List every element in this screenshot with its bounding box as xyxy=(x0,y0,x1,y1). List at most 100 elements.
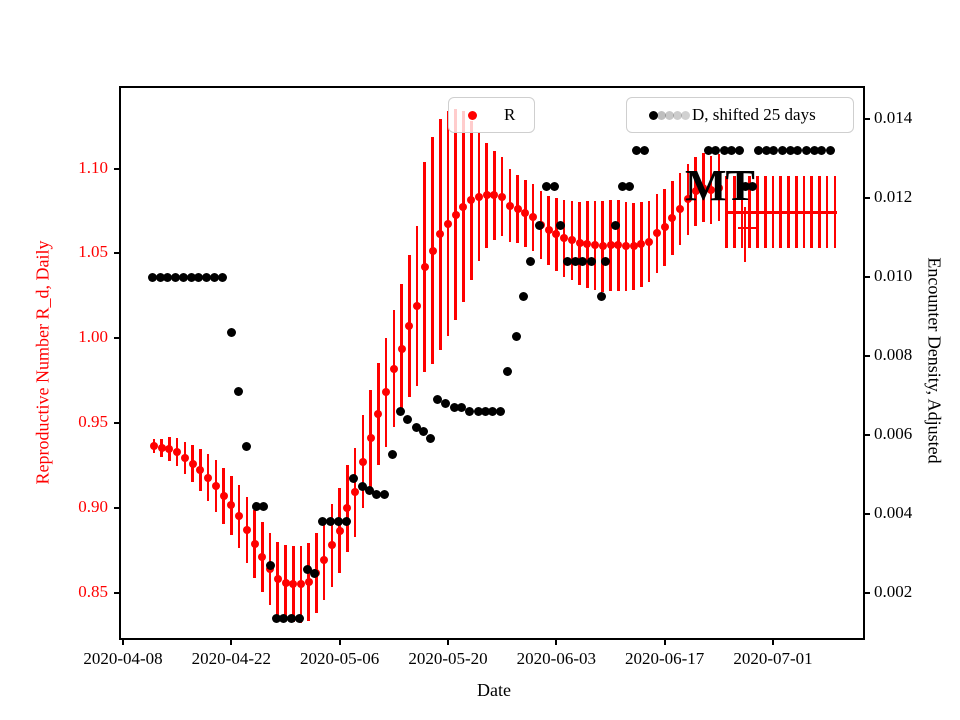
right-y-tick xyxy=(865,276,870,278)
legend-d-dot-icon xyxy=(657,110,666,120)
d-point xyxy=(163,272,173,282)
d-point xyxy=(571,256,581,266)
d-point xyxy=(309,568,319,578)
legend-d-label: D, shifted 25 days xyxy=(692,105,816,124)
right-y-tick-label: 0.002 xyxy=(874,582,913,601)
r-point xyxy=(714,183,723,192)
r-point xyxy=(413,302,422,311)
d-point xyxy=(387,450,397,460)
right-y-tick-label: 0.010 xyxy=(874,266,913,285)
x-tick-label: 2020-04-08 xyxy=(83,649,163,668)
r-point xyxy=(444,219,452,228)
r-point xyxy=(351,488,360,497)
r-point xyxy=(320,555,329,564)
r-point xyxy=(242,526,251,535)
left-y-tick xyxy=(114,167,119,170)
x-tick xyxy=(122,640,124,645)
r-point xyxy=(652,229,661,238)
d-point xyxy=(178,272,188,282)
d-point xyxy=(411,422,421,432)
r-point xyxy=(552,230,561,239)
d-point xyxy=(279,614,289,624)
r-point xyxy=(575,239,584,248)
r-point xyxy=(676,205,685,214)
d-point xyxy=(465,406,475,416)
r-point xyxy=(560,234,569,243)
r-point xyxy=(389,364,398,373)
r-point xyxy=(591,241,600,250)
d-point xyxy=(357,481,367,491)
r-point xyxy=(149,442,158,451)
x-tick xyxy=(555,640,558,645)
d-point xyxy=(155,272,165,282)
d-point xyxy=(294,614,304,624)
d-point xyxy=(303,564,313,574)
left-y-tick xyxy=(114,422,119,425)
d-point xyxy=(457,402,467,412)
r-point xyxy=(196,466,205,475)
r-point xyxy=(258,553,267,562)
d-point xyxy=(525,256,535,266)
d-point xyxy=(449,402,459,412)
r-point xyxy=(513,205,522,214)
d-point xyxy=(480,406,490,416)
right-y-tick-label: 0.008 xyxy=(874,345,913,364)
r-point xyxy=(211,482,220,491)
right-y-tick xyxy=(865,118,870,120)
right-y-axis-label: Encounter Density, Adjusted xyxy=(924,257,945,464)
r-point xyxy=(474,192,483,201)
r-point xyxy=(204,473,213,482)
left-y-tick xyxy=(114,507,119,510)
d-point xyxy=(217,272,227,282)
x-tick xyxy=(663,640,666,645)
d-point xyxy=(519,292,529,302)
d-point xyxy=(349,473,359,483)
d-point xyxy=(364,485,374,495)
right-y-tick xyxy=(865,592,870,594)
d-point xyxy=(817,146,827,156)
d-point xyxy=(825,146,835,156)
r-point xyxy=(296,580,305,589)
d-point xyxy=(624,181,634,191)
r-point xyxy=(343,504,352,513)
d-point xyxy=(418,426,428,436)
d-point xyxy=(334,517,344,527)
forecast-center-line xyxy=(726,211,838,214)
x-tick-label: 2020-05-06 xyxy=(299,649,380,668)
d-point xyxy=(617,181,627,191)
d-point xyxy=(433,394,443,404)
d-point xyxy=(640,146,650,156)
r-point xyxy=(250,539,259,548)
r-point xyxy=(668,214,677,223)
d-point xyxy=(147,272,157,282)
r-point xyxy=(358,457,367,466)
d-point xyxy=(769,146,779,156)
r-point xyxy=(598,242,607,251)
r-point xyxy=(583,240,592,249)
r-point xyxy=(366,434,375,443)
legend-d-dot-icon xyxy=(665,110,674,120)
d-point xyxy=(703,146,713,156)
legend-d-dot-icon xyxy=(649,110,658,120)
d-point xyxy=(719,146,729,156)
x-tick xyxy=(338,640,341,645)
annotation-mt: MT xyxy=(685,161,755,210)
d-point xyxy=(753,146,763,156)
r-point xyxy=(235,512,244,521)
r-point xyxy=(521,209,530,218)
d-point xyxy=(325,517,335,527)
forecast-extra-errorbar xyxy=(743,206,747,263)
r-point xyxy=(436,230,445,239)
r-point xyxy=(621,242,630,251)
d-point xyxy=(426,434,436,444)
d-point xyxy=(610,221,620,231)
left-y-tick xyxy=(114,337,119,340)
r-point xyxy=(498,192,507,201)
right-y-tick-label: 0.012 xyxy=(874,187,913,206)
x-tick xyxy=(447,640,449,645)
d-point xyxy=(318,517,328,527)
legend-r-marker-icon xyxy=(468,110,477,120)
d-point xyxy=(473,406,483,416)
d-point xyxy=(586,256,596,266)
